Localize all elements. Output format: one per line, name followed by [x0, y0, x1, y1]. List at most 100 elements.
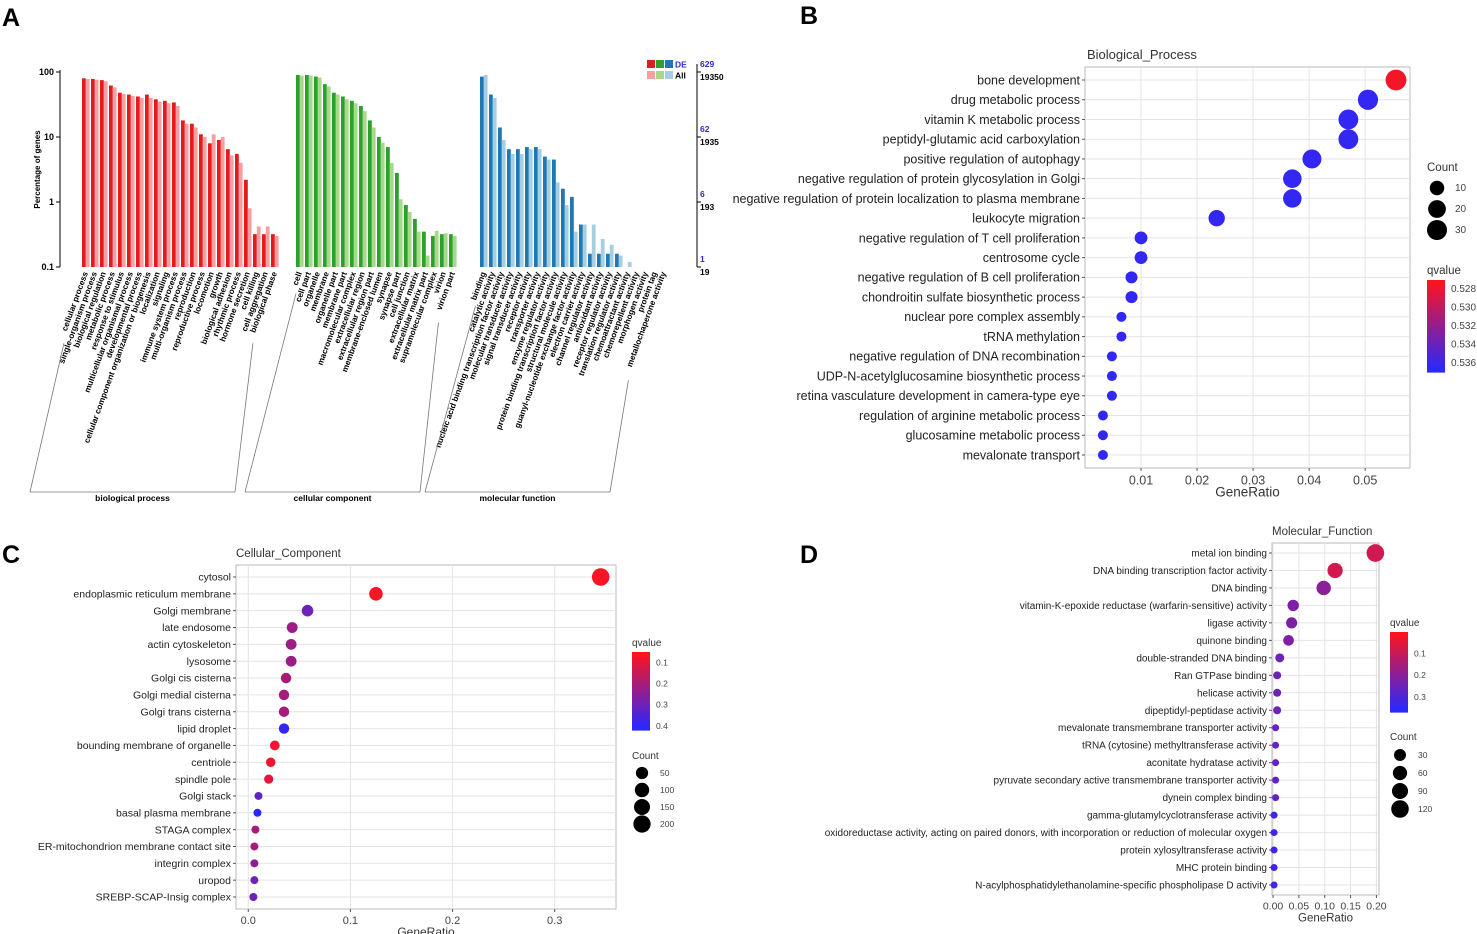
bar-de	[136, 96, 140, 267]
term-label: Golgi medial cisterna	[133, 690, 231, 702]
bar-de	[395, 172, 399, 267]
bar-all	[362, 111, 367, 267]
dot	[278, 723, 290, 734]
qvalue-colorbar-segment	[632, 657, 650, 661]
term-label: gamma-glutamylcyclotransferase activity	[1087, 811, 1267, 822]
count-legend-label: 50	[660, 768, 670, 778]
bar-all	[492, 97, 497, 267]
dot	[1316, 580, 1331, 596]
qvalue-colorbar-segment	[1427, 338, 1445, 342]
bar-all	[407, 212, 412, 267]
term-label: centrosome cycle	[983, 251, 1080, 265]
bar-de	[217, 139, 221, 267]
bar-all	[546, 159, 551, 267]
dot	[1283, 169, 1302, 188]
right-axis-all-label: 193	[700, 202, 714, 212]
bar-de	[341, 96, 345, 267]
bar-all	[103, 81, 108, 268]
bar-all	[443, 233, 448, 267]
dot	[1327, 562, 1343, 579]
group-label: molecular function	[479, 493, 555, 503]
legend-swatch	[656, 60, 664, 68]
bar-de	[296, 74, 300, 267]
qvalue-colorbar-segment	[1427, 283, 1445, 287]
bar-de	[570, 196, 574, 267]
count-legend-label: 30	[1418, 750, 1428, 760]
term-label: protein xylosyltransferase activity	[1120, 846, 1267, 857]
qvalue-colorbar-segment	[632, 688, 650, 692]
term-label: negative regulation of protein glycosyla…	[798, 172, 1080, 186]
qvalue-colorbar-segment	[632, 680, 650, 684]
term-label: ER-mitochondrion membrane contact site	[38, 841, 231, 853]
term-label: nuclear pore complex assembly	[904, 310, 1081, 324]
qvalue-colorbar-segment	[1390, 680, 1408, 684]
dot	[280, 672, 292, 684]
count-legend-dot	[633, 815, 651, 833]
count-legend-label: 150	[660, 802, 674, 812]
bar-de	[543, 156, 547, 267]
dot	[301, 604, 314, 617]
dot	[1273, 688, 1282, 697]
qvalue-colorbar-segment	[1427, 362, 1445, 367]
qvalue-colorbar-segment	[632, 701, 650, 705]
qvalue-colorbar-segment	[1390, 653, 1408, 657]
category-label: cell	[291, 271, 304, 287]
bar-de	[181, 120, 185, 267]
bar-de	[498, 127, 502, 267]
term-label: ligase activity	[1208, 618, 1267, 629]
right-axis-all-label: 19	[700, 267, 710, 277]
dot	[1366, 544, 1385, 562]
term-label: negative regulation of DNA recombination	[849, 350, 1080, 364]
term-label: integrin complex	[155, 858, 232, 870]
qvalue-colorbar-segment	[632, 696, 650, 700]
dot	[285, 638, 297, 650]
dot	[254, 791, 263, 800]
bar-de	[82, 78, 86, 267]
right-axis-all-label: 19350	[700, 72, 724, 82]
dot	[1338, 109, 1359, 130]
dot	[1270, 846, 1278, 854]
qvalue-colorbar-segment	[1427, 280, 1445, 284]
bar-de	[552, 159, 556, 267]
term-label: mevalonate transmembrane transporter act…	[1058, 723, 1267, 734]
qvalue-colorbar-segment	[632, 672, 650, 676]
term-label: retina vasculature development in camera…	[797, 389, 1081, 403]
bar-all	[202, 137, 207, 267]
bar-all	[416, 231, 421, 267]
qvalue-colorbar-segment	[1390, 648, 1408, 652]
qvalue-colorbar-segment	[632, 709, 650, 713]
dot	[1106, 371, 1117, 382]
qvalue-colorbar-segment	[632, 675, 650, 679]
group-label: cellular component	[294, 493, 372, 503]
qvalue-colorbar-segment	[632, 670, 650, 674]
bar-all	[582, 224, 587, 267]
bar-de	[226, 149, 230, 267]
x-tick-label: 0.0	[241, 915, 256, 927]
qvalue-colorbar-segment	[632, 685, 650, 689]
bar-de	[244, 179, 248, 267]
bar-all	[483, 74, 488, 267]
dot	[1275, 653, 1285, 663]
qvalue-colorbar-segment	[632, 719, 650, 723]
count-legend-dot	[1394, 749, 1406, 761]
dot	[1286, 617, 1298, 629]
x-tick-label: 0.20	[1366, 901, 1387, 913]
bar-all	[148, 97, 153, 267]
dot	[1116, 311, 1127, 322]
qvalue-colorbar-segment	[1390, 682, 1408, 686]
count-legend-dot	[1426, 219, 1448, 241]
chart-title: Biological_Process	[1087, 47, 1197, 62]
plot-area	[235, 564, 617, 910]
bar-all	[193, 127, 198, 267]
qvalue-legend-label: 0.536	[1451, 358, 1476, 369]
qvalue-legend-label: 0.534	[1451, 339, 1476, 350]
y-axis-title: Percentage of genes	[33, 130, 42, 209]
count-legend-dot	[1391, 782, 1409, 800]
qvalue-colorbar-segment	[1427, 319, 1445, 324]
bar-de	[507, 149, 511, 267]
bar-all	[398, 199, 403, 267]
qvalue-colorbar-segment	[1427, 332, 1445, 336]
qvalue-legend-label: 0.3	[1414, 692, 1426, 702]
